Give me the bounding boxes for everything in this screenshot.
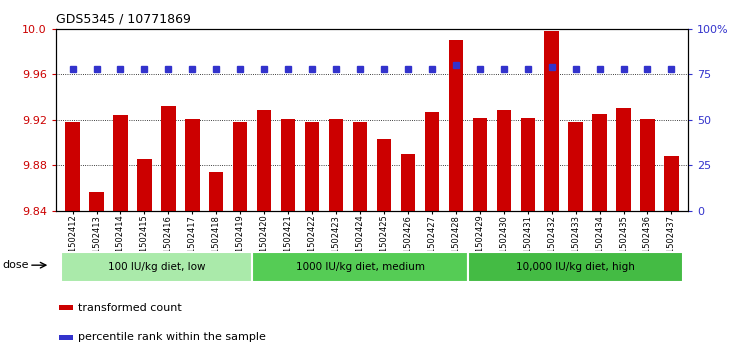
Bar [472, 118, 487, 211]
Bar [568, 122, 583, 211]
Bar [281, 119, 295, 211]
Bar [664, 156, 679, 211]
Bar [305, 122, 319, 211]
Bar [521, 118, 535, 211]
Text: GDS5345 / 10771869: GDS5345 / 10771869 [56, 12, 190, 25]
Text: 10,000 IU/kg diet, high: 10,000 IU/kg diet, high [516, 262, 635, 272]
Bar [257, 110, 272, 211]
Text: 1000 IU/kg diet, medium: 1000 IU/kg diet, medium [295, 262, 425, 272]
Bar [468, 252, 684, 282]
Text: 100 IU/kg diet, low: 100 IU/kg diet, low [108, 262, 205, 272]
Bar [161, 106, 176, 211]
Bar [353, 122, 368, 211]
Bar [137, 159, 152, 211]
Bar [329, 119, 343, 211]
Bar [89, 192, 103, 211]
Bar [252, 252, 468, 282]
Bar [496, 110, 511, 211]
Bar [449, 40, 463, 211]
Bar [376, 139, 391, 211]
Bar [641, 119, 655, 211]
Bar [59, 305, 73, 310]
Bar [233, 122, 248, 211]
Bar [401, 154, 415, 211]
Text: transformed count: transformed count [78, 303, 182, 313]
Bar [592, 114, 607, 211]
Bar [425, 112, 439, 211]
Bar [616, 109, 631, 211]
Bar [59, 335, 73, 340]
Bar [545, 31, 559, 211]
Bar [113, 115, 128, 211]
Text: percentile rank within the sample: percentile rank within the sample [78, 332, 266, 342]
Bar [60, 252, 252, 282]
Bar [209, 172, 223, 211]
Text: dose: dose [3, 260, 29, 270]
Bar [65, 122, 80, 211]
Bar [185, 119, 199, 211]
